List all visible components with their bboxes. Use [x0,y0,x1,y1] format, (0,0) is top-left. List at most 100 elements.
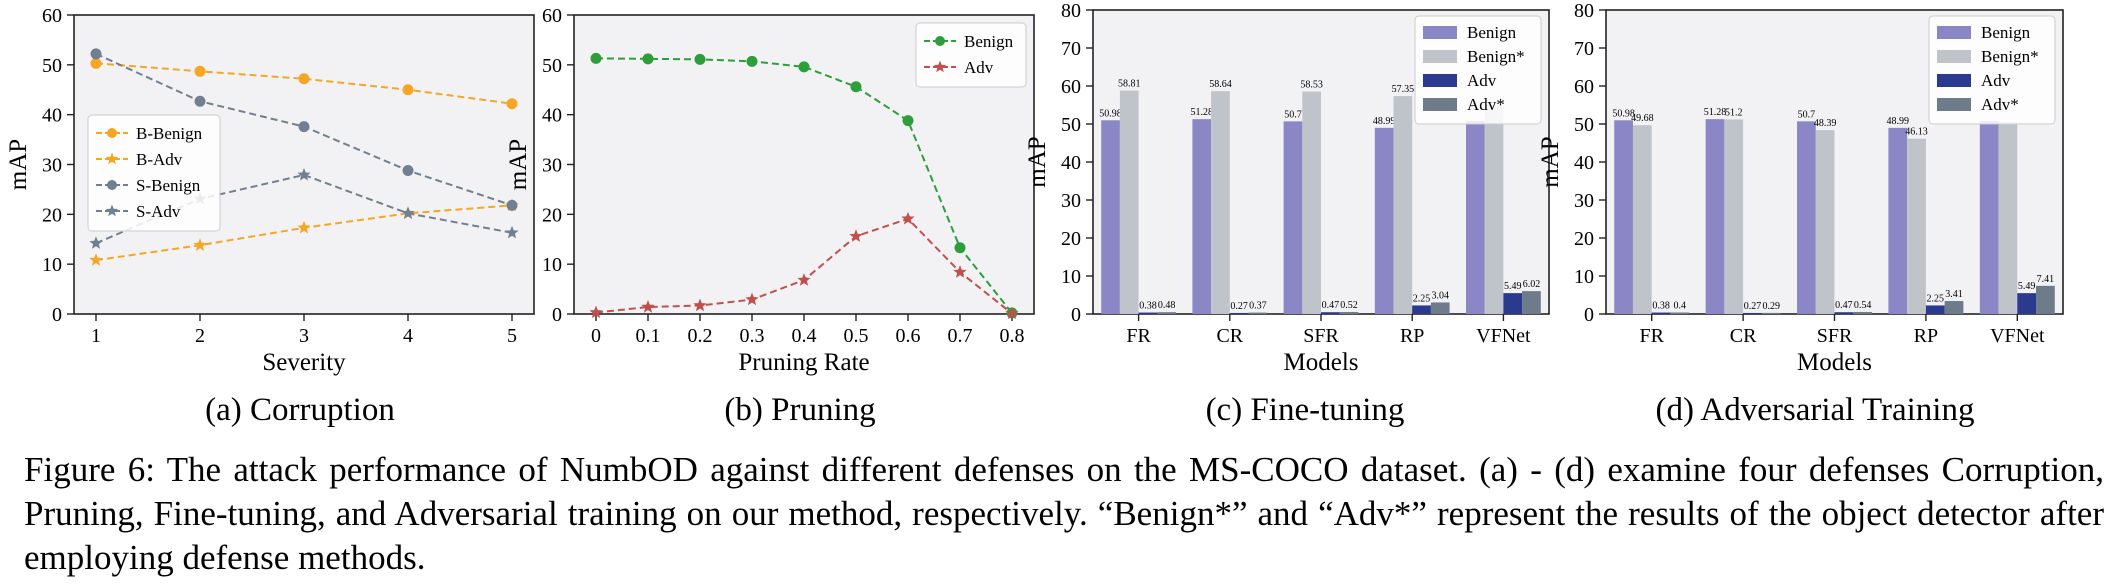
data-label: 57.35 [1392,84,1415,95]
data-label: 51.28 [1704,107,1727,118]
y-tick-label: 60 [42,5,62,27]
legend-label-b-adv: B-Adv [136,150,183,169]
data-label: 5.49 [2018,281,2036,292]
legend-swatch [1423,74,1457,87]
bar [1979,120,1999,315]
legend-label-b-benign: B-Benign [136,124,203,143]
legend-marker [933,60,947,73]
bar [2036,285,2055,314]
x-tick-label: CR [1730,325,1757,347]
data-point [694,53,706,65]
bar [2017,293,2037,314]
y-tick-label: 20 [542,204,562,226]
y-tick-label: 40 [1574,152,1594,174]
legend-box [1414,15,1542,125]
x-tick-label: FR [1639,325,1664,347]
x-tick-label: 2 [195,325,205,347]
bar [1503,293,1523,314]
x-tick-label: RP [1400,325,1424,347]
data-label: 48.99 [1373,116,1396,127]
data-label: 0.29 [1762,301,1780,312]
data-label: 58.53 [1300,80,1323,91]
data-point [849,229,863,242]
data-label: 50.98 [1612,108,1635,119]
y-tick-label: 50 [1574,114,1594,136]
y-tick-label: 50 [1061,114,1081,136]
legend-label-adv-star: Adv* [1981,95,2019,114]
legend-swatch [1937,26,1971,39]
y-tick-label: 70 [1061,38,1081,60]
data-point [194,95,206,107]
chart--b-pruning: 0 10 20 30 40 50 60 mAP 0 0.1 0.2 0.3 0.4 0.5 0.6 0.7 0.… [505,5,1035,376]
series-benign: 50.98 51.28 50.7 48.99 [1612,107,1999,315]
data-label: 50.7 [1798,109,1816,120]
x-tick-label: 0.7 [948,325,973,347]
legend-marker [935,36,945,46]
data-point [505,225,519,239]
data-point [90,48,102,60]
y-tick-label: 80 [1574,0,1594,22]
x-tick-label: SFR [1303,325,1339,347]
bar [1283,121,1303,314]
data-point [590,52,602,64]
y-tick-label: 40 [542,105,562,127]
chart--a-corruption: 0 10 20 30 40 50 60 mAP 1 2 3 4 5 Severity B-Benign B-A… [5,5,535,376]
y-tick-label: 0 [52,304,62,326]
data-label: 58.64 [1209,79,1232,90]
data-label: 3.41 [1945,289,1963,300]
legend-box [1928,15,2056,125]
bar [1484,105,1504,314]
y-tick-label: 30 [542,155,562,177]
bar [1944,301,1964,314]
bar [1302,91,1321,314]
x-tick-label: VFNet [1476,325,1531,347]
bar [1998,121,2018,314]
series-adv: 0.38 0.27 0.47 2.25 5.49 [1651,281,2037,314]
subcaption-corruption: (a) Corruption [205,392,395,428]
data-label: 48.39 [1814,118,1837,129]
bar [1651,312,1671,314]
data-label: 3.04 [1431,290,1449,301]
data-label: 0.27 [1744,301,1762,312]
y-tick-label: 50 [42,55,62,77]
data-label: 48.99 [1887,116,1910,127]
bar [1834,312,1854,314]
legend-swatch [1423,98,1457,111]
legend-swatch [1423,26,1457,39]
data-point [902,115,914,127]
series-adv [589,211,1019,320]
legend-label-benign-star: Benign* [1467,47,1525,66]
data-label: 6.02 [1523,279,1541,290]
legend: B-Benign B-Adv S-Benign S-Adv [87,114,221,232]
bar [1138,312,1158,314]
y-tick-label: 10 [542,254,562,276]
legend-label-benign: Benign [1981,23,2031,42]
data-point [298,73,310,85]
y-tick-label: 0 [552,304,562,326]
series-b-benign [90,57,518,110]
y-tick-label: 40 [42,105,62,127]
series-line-s-adv [95,173,513,245]
bar [1853,311,1872,314]
legend-label-adv: Adv [1467,71,1497,90]
data-point [402,84,414,96]
legend-marker [105,204,119,217]
series-benign-star: 58.81 58.64 58.53 57.35 [1118,79,1504,314]
data-point [954,242,966,254]
bar [1815,130,1835,314]
data-label: 0.37 [1249,301,1267,312]
x-tick-label: 0.8 [1000,325,1025,347]
x-axis-label: Pruning Rate [738,349,869,376]
series-benign [590,52,1018,319]
bar [1888,127,1908,314]
bar [1670,312,1690,314]
bar [1248,312,1268,314]
y-tick-label: 20 [1574,228,1594,250]
legend-swatch [1937,98,1971,111]
data-point [641,300,655,313]
y-axis-label: mAP [5,139,32,190]
bar [1374,127,1394,314]
bar [1522,291,1541,314]
data-point [297,167,311,181]
y-tick-label: 30 [42,155,62,177]
